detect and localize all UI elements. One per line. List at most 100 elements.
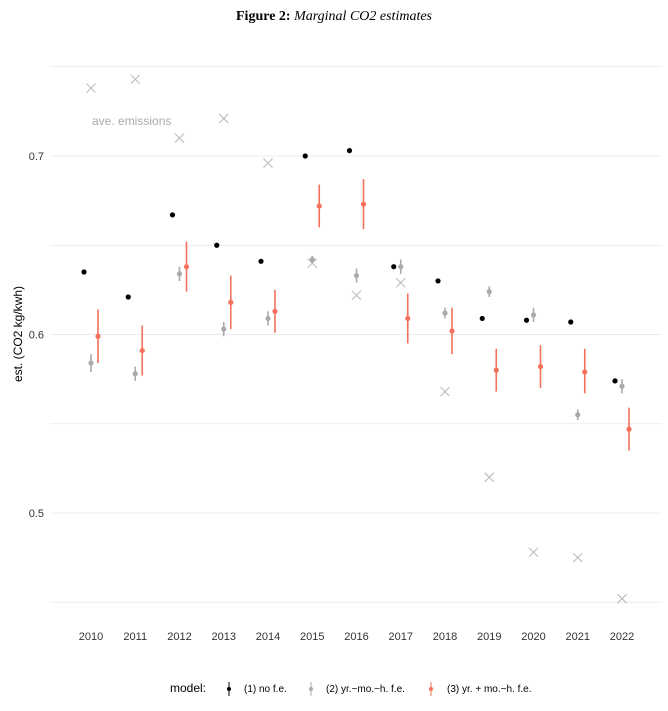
model-2-point [88, 360, 94, 366]
ave-emissions-marker-stroke [174, 133, 185, 144]
ave-emissions-marker-stroke [86, 83, 96, 94]
ave-emissions-marker-stroke [572, 552, 583, 563]
model-3-point [493, 367, 499, 373]
ave-emissions-marker-stroke [484, 472, 495, 483]
y-tick-label: 0.6 [29, 330, 44, 342]
ave-emissions-marker-stroke [440, 386, 450, 397]
ave-emissions-marker [174, 133, 185, 144]
ave-emissions-marker [130, 74, 141, 85]
legend: model: (1) no f.e. (2) yr.−mo.−h. f.e. (… [170, 681, 531, 696]
figure-caption: Marginal CO2 estimates [294, 9, 432, 24]
model-1-point [568, 319, 574, 325]
model-3-point [360, 201, 367, 207]
x-tick-label: 2019 [477, 631, 501, 643]
model-1-point [479, 315, 485, 322]
x-tick-label: 2011 [123, 631, 147, 643]
ave-emissions-marker [263, 158, 273, 169]
x-tick-label: 2017 [389, 631, 413, 643]
ave-emissions-marker [218, 113, 229, 124]
ave-emissions-marker-stroke [395, 277, 406, 288]
x-tick-label: 2010 [79, 631, 103, 643]
model-3-point [316, 203, 322, 209]
model-1-point [523, 317, 530, 323]
x-tick-label: 2013 [212, 631, 236, 643]
y-tick-label: 0.7 [29, 151, 44, 163]
y-axis-ticks: 0.5 0.6 0.7 [29, 151, 44, 520]
model-3-point [183, 264, 190, 270]
figure-label: Figure 2: [236, 9, 291, 24]
x-tick-label: 2020 [521, 631, 545, 643]
model-1-point [169, 212, 176, 218]
legend-key-m3-dot [429, 687, 433, 691]
model-1-point [612, 378, 618, 384]
x-tick-label: 2014 [256, 631, 280, 643]
ave-emissions-series [86, 74, 627, 604]
model-1-point [214, 242, 220, 248]
x-tick-label: 2021 [566, 631, 590, 643]
model-2-point [575, 412, 581, 418]
y-tick-label: 0.5 [29, 508, 44, 520]
ave-emissions-marker [572, 552, 583, 563]
model-3-point [405, 315, 411, 322]
model-2-point [132, 371, 138, 377]
legend-title: model: [170, 681, 206, 695]
grid-lines [50, 66, 662, 603]
ave-emissions-marker [395, 277, 406, 288]
x-tick-label: 2015 [300, 631, 324, 643]
x-tick-label: 2016 [344, 631, 368, 643]
y-axis-label: est. (CO2 kg/kwh) [11, 286, 25, 382]
ave-emissions-marker-stroke [528, 547, 539, 558]
x-tick-label: 2012 [167, 631, 191, 643]
legend-entry-m3: (3) yr. + mo.−h. f.e. [447, 684, 531, 695]
ave-emissions-annotation: ave. emissions [92, 114, 171, 128]
model-3-point [626, 426, 632, 432]
model-3-point [449, 328, 455, 334]
ave-emissions-marker [351, 290, 362, 301]
model-3-point [95, 333, 101, 339]
ave-emissions-marker-stroke [617, 593, 627, 604]
figure-title: Figure 2: Marginal CO2 estimates [0, 9, 668, 25]
model-2-point [221, 326, 227, 332]
model-3-point [537, 364, 544, 370]
model-2-point [353, 272, 360, 279]
model-2-series [88, 255, 625, 421]
ave-emissions-marker [617, 593, 627, 604]
model-3-point [272, 308, 278, 314]
model-1-point [346, 148, 353, 154]
model-3-point [582, 369, 588, 375]
ave-emissions-marker-stroke [263, 158, 273, 169]
model-3-point [228, 299, 234, 305]
model-1-point [258, 258, 264, 264]
model-2-point [309, 256, 315, 263]
legend-entry-m1: (1) no f.e. [244, 684, 287, 695]
model-2-point [486, 289, 492, 295]
ave-emissions-marker-stroke [130, 74, 141, 85]
ave-emissions-marker [484, 472, 495, 483]
x-tick-label: 2022 [610, 631, 634, 643]
model-1-point [125, 294, 131, 300]
ave-emissions-marker [86, 83, 96, 94]
x-tick-label: 2018 [433, 631, 457, 643]
model-1-series [81, 148, 618, 384]
model-3-point [139, 347, 145, 354]
legend-key-m1-dot [227, 687, 231, 691]
model-1-point [302, 153, 308, 159]
model-2-point [176, 271, 183, 277]
model-1-point [435, 278, 441, 284]
model-2-point [398, 264, 404, 270]
model-2-point [442, 310, 448, 316]
model-1-point [81, 269, 87, 275]
legend-entry-m2: (2) yr.−mo.−h. f.e. [326, 684, 405, 695]
model-3-series [95, 179, 632, 451]
ave-emissions-marker-stroke [351, 290, 362, 301]
model-2-point [530, 312, 537, 318]
x-axis-ticks: 2010 2011 2012 2013 2014 2015 2016 2017 2018 2019… [79, 631, 634, 643]
ave-emissions-marker [440, 386, 450, 397]
legend-key-m2-dot [309, 687, 313, 691]
model-2-point [619, 383, 625, 389]
model-1-point [391, 264, 397, 270]
ave-emissions-marker-stroke [218, 113, 229, 124]
ave-emissions-marker [528, 547, 539, 558]
model-2-point [265, 315, 271, 322]
